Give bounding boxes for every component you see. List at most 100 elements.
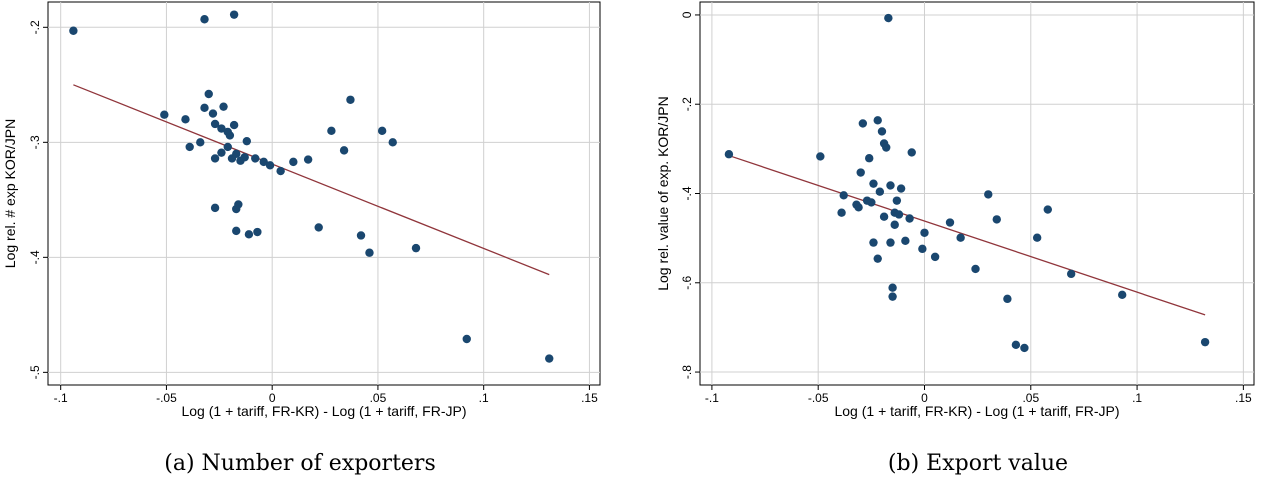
x-tick-label: .1 xyxy=(1132,391,1142,405)
point xyxy=(1032,233,1042,242)
point xyxy=(884,13,893,23)
point xyxy=(901,236,910,246)
point xyxy=(210,119,220,129)
point xyxy=(894,210,904,219)
point xyxy=(200,103,209,113)
point xyxy=(69,26,78,35)
point xyxy=(892,196,902,205)
x-tick-label: -.1 xyxy=(54,391,68,405)
point xyxy=(377,126,387,136)
y-axis-title: Log rel. value of exp. KOR/JPN xyxy=(655,96,671,291)
point xyxy=(265,161,275,170)
point xyxy=(253,227,262,237)
point xyxy=(1066,269,1076,279)
point xyxy=(879,212,889,221)
point xyxy=(217,148,226,157)
y-tick-label: -.4 xyxy=(28,250,42,264)
x-tick-label: .05 xyxy=(1022,391,1039,405)
point xyxy=(229,10,239,19)
point xyxy=(869,179,878,188)
point xyxy=(225,131,235,140)
x-tick-label: 0 xyxy=(921,391,928,405)
point xyxy=(289,157,298,167)
point xyxy=(314,223,323,232)
point xyxy=(346,95,355,104)
y-tick-label: -.8 xyxy=(680,365,694,379)
point xyxy=(365,248,374,257)
point xyxy=(185,142,194,152)
caption: (b) Export value xyxy=(888,451,1068,476)
point xyxy=(992,215,1001,224)
point xyxy=(160,110,169,119)
point xyxy=(875,187,885,196)
point xyxy=(545,354,554,363)
x-tick-label: .05 xyxy=(370,391,387,405)
point xyxy=(724,150,734,159)
point xyxy=(240,153,249,162)
point xyxy=(858,119,868,128)
point xyxy=(918,244,927,254)
point xyxy=(196,138,205,147)
point xyxy=(873,116,882,125)
y-tick-label: 0 xyxy=(680,11,694,18)
caption: (a) Number of exporters xyxy=(164,451,436,476)
point xyxy=(276,166,285,176)
point xyxy=(223,142,232,152)
point xyxy=(888,292,897,301)
point xyxy=(920,228,929,237)
fit-line xyxy=(728,154,1206,316)
point xyxy=(210,203,220,213)
point xyxy=(1043,205,1052,214)
point xyxy=(971,264,980,274)
fit-line xyxy=(73,84,550,276)
point xyxy=(1003,294,1012,304)
point xyxy=(204,89,213,99)
x-axis-title: Log (1 + tariff, FR-KR) - Log (1 + tarif… xyxy=(181,403,466,419)
point xyxy=(232,226,241,236)
point xyxy=(251,154,260,163)
point xyxy=(877,127,887,136)
x-tick-label: .15 xyxy=(581,391,598,405)
x-tick-label: 0 xyxy=(269,391,276,405)
point xyxy=(888,283,897,292)
point xyxy=(462,334,471,344)
point xyxy=(816,152,825,161)
point xyxy=(356,231,366,240)
point xyxy=(1020,343,1029,353)
y-tick-label: -.6 xyxy=(680,275,694,289)
x-tick-label: .15 xyxy=(1235,391,1252,405)
point xyxy=(388,138,397,147)
point xyxy=(303,155,313,164)
point xyxy=(854,203,863,212)
point xyxy=(1200,337,1210,347)
point xyxy=(181,115,190,124)
y-tick-label: -.4 xyxy=(680,186,694,200)
point xyxy=(242,136,252,146)
point xyxy=(956,233,965,242)
point xyxy=(210,154,220,163)
point xyxy=(930,252,940,262)
y-tick-label: -.3 xyxy=(28,135,42,149)
point xyxy=(232,149,241,159)
point xyxy=(244,230,254,239)
x-tick-label: -.05 xyxy=(156,391,177,405)
point xyxy=(896,184,906,193)
point xyxy=(219,102,228,111)
point xyxy=(867,198,876,207)
point xyxy=(890,220,899,229)
y-tick-label: -.2 xyxy=(28,20,42,34)
point xyxy=(984,190,993,199)
point xyxy=(259,157,268,167)
point xyxy=(945,218,955,227)
point xyxy=(1011,340,1021,350)
point xyxy=(1117,290,1127,300)
point xyxy=(232,204,241,214)
point xyxy=(905,214,914,223)
point xyxy=(229,120,239,130)
point xyxy=(339,146,349,155)
x-tick-label: -.1 xyxy=(705,391,719,405)
y-tick-label: -.2 xyxy=(680,97,694,111)
point xyxy=(327,126,336,136)
